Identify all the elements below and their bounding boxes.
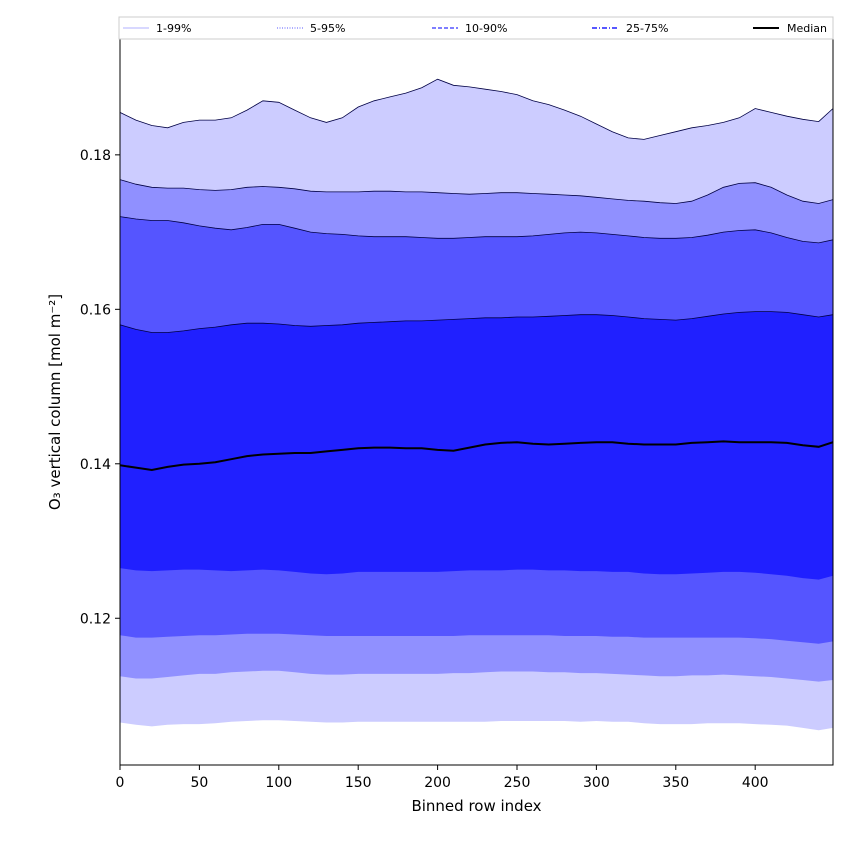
x-tick-label: 250 [504, 775, 531, 791]
x-axis-title: Binned row index [411, 797, 541, 815]
x-tick-label: 350 [662, 775, 689, 791]
band-25-75-upper-edge [120, 311, 833, 333]
legend-label: 5-95% [310, 22, 345, 35]
percentile-bands [120, 79, 833, 731]
y-tick-label: 0.18 [80, 148, 111, 164]
series-lines [120, 78, 833, 472]
x-axis-ticks: 0 50 100 150 200 250 300 350 400 [116, 765, 769, 791]
x-tick-label: 300 [583, 775, 610, 791]
legend-label: 25-75% [626, 22, 668, 35]
y-axis-ticks: 0.12 0.14 0.16 0.18 [80, 148, 120, 627]
band-10-90-upper-edge [120, 216, 833, 244]
y-tick-label: 0.12 [80, 611, 111, 627]
x-tick-label: 200 [424, 775, 451, 791]
legend-label: 10-90% [465, 22, 507, 35]
x-tick-label: 100 [265, 775, 292, 791]
median-line [120, 440, 833, 472]
y-axis-title: O₃ vertical column [mol m⁻²] [46, 294, 64, 510]
band-5-95-upper-edge [120, 179, 833, 204]
legend-box [118, 16, 834, 40]
legend-label: 1-99% [156, 22, 191, 35]
legend: 1-99% 5-95% 10-90% 25-75% Median [118, 16, 834, 40]
x-tick-label: 50 [190, 775, 208, 791]
legend-label: Median [787, 22, 827, 35]
x-tick-label: 150 [345, 775, 372, 791]
x-tick-label: 400 [742, 775, 769, 791]
band-1-99-upper-edge [120, 78, 833, 140]
y-tick-label: 0.16 [80, 302, 111, 318]
x-tick-label: 0 [116, 775, 125, 791]
y-tick-label: 0.14 [80, 457, 111, 473]
